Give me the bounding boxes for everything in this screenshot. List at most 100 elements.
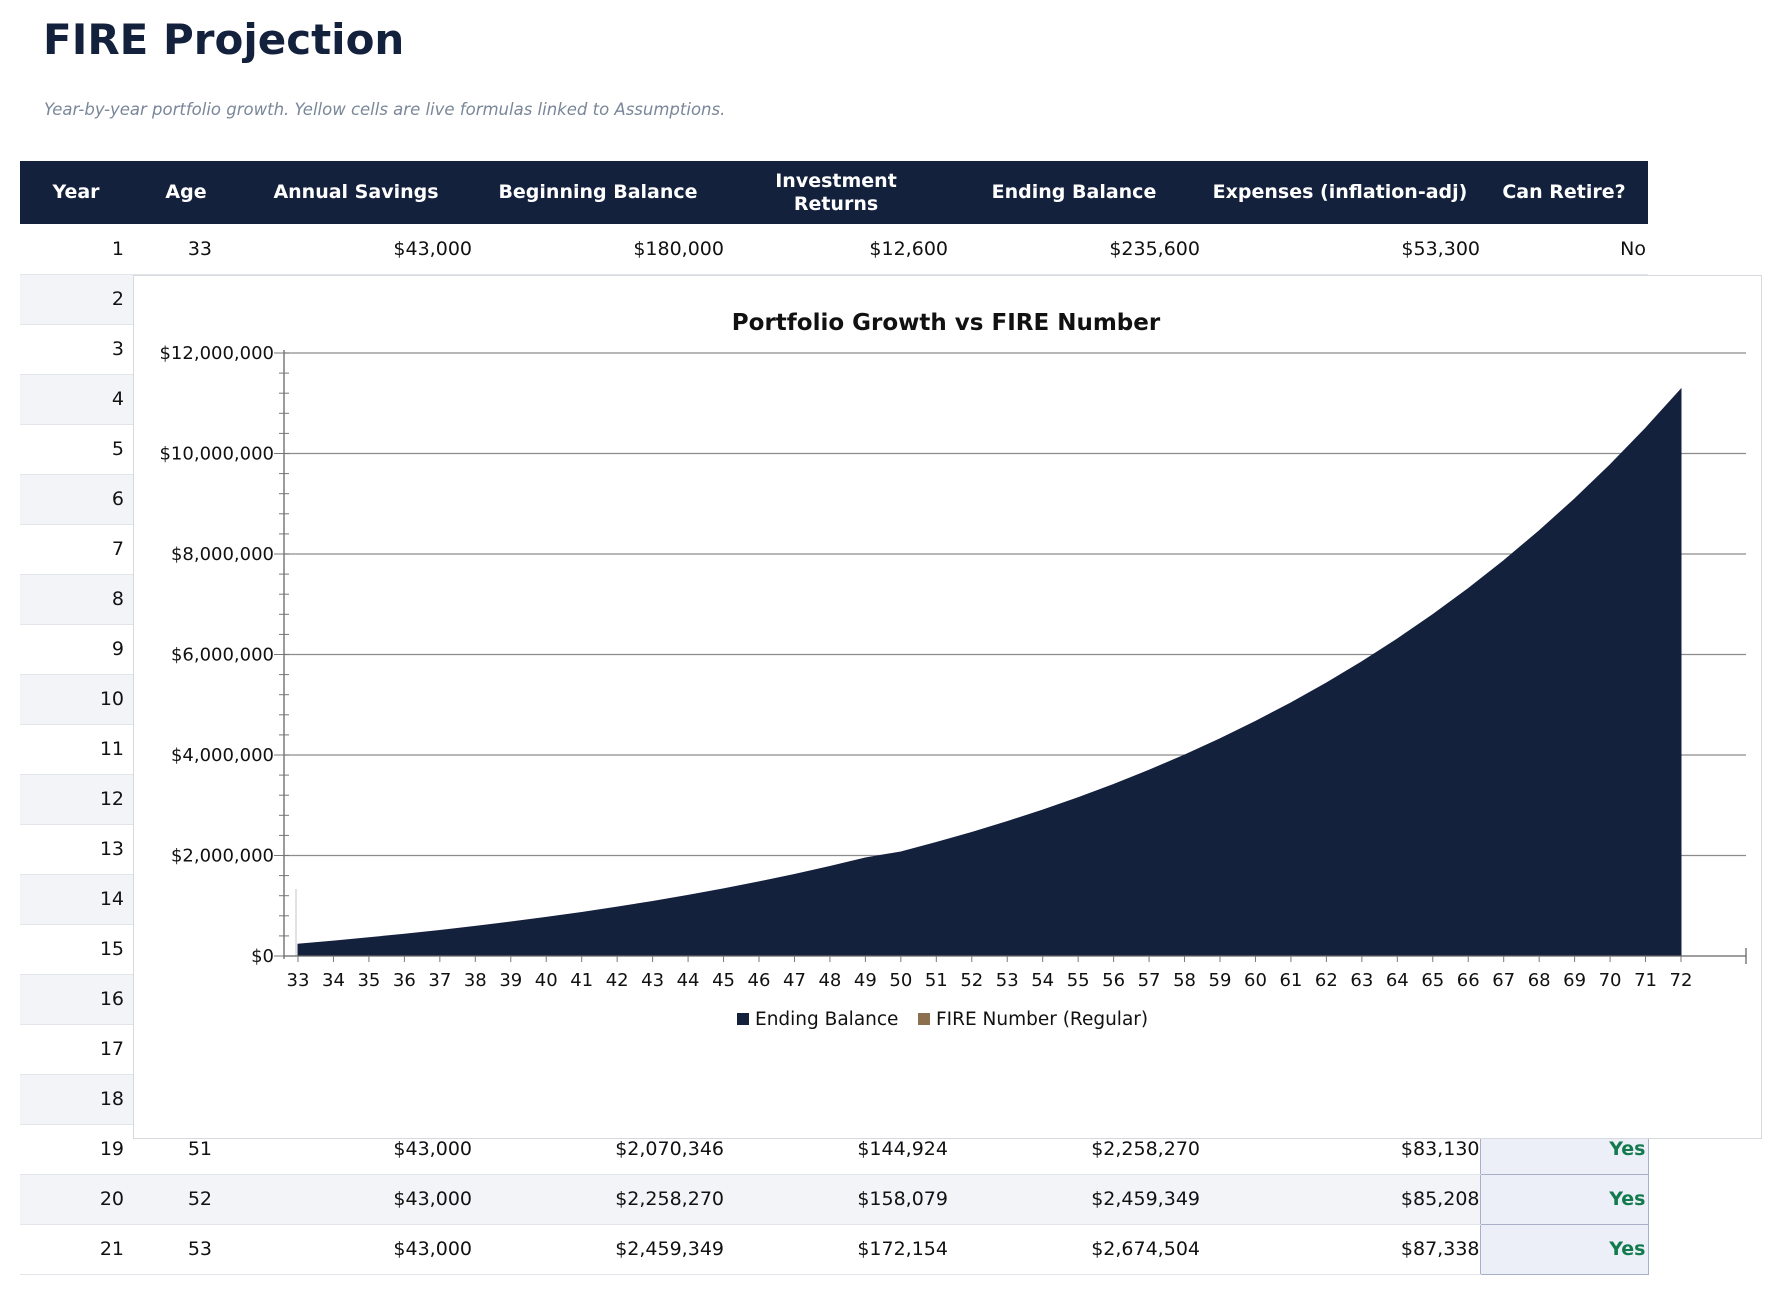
x-tick-label: 57 [1138,970,1161,991]
cell-age[interactable]: 33 [132,224,240,275]
x-tick-label: 44 [677,970,700,991]
table-row: 21 53 $43,000 $2,459,349 $172,154 $2,674,504 $… [20,1224,1649,1275]
cell-investment-returns[interactable]: $158,079 [724,1174,948,1225]
cell-expenses[interactable]: $87,338 [1200,1224,1480,1275]
cell-annual-savings[interactable]: $43,000 [240,1174,472,1225]
header-age[interactable]: Age [132,161,240,224]
cell-ending-balance[interactable]: $2,459,349 [948,1174,1200,1225]
cell-beginning-balance[interactable]: $2,459,349 [472,1224,724,1275]
cell-year[interactable]: 12 [20,774,132,825]
cell-can-retire[interactable]: No [1480,224,1648,275]
cell-year[interactable]: 6 [20,474,132,525]
cell-ending-balance[interactable]: $2,674,504 [948,1224,1200,1275]
cell-can-retire[interactable]: Yes [1479,1174,1649,1225]
x-tick-label: 35 [357,970,380,991]
y-tick-label: $10,000,000 [159,444,274,465]
chart-axes: $0 $2,000,000 $4,000,000 $6,000,000 $8,000,0… [159,343,1747,991]
x-tick-label: 69 [1563,970,1586,991]
cell-year[interactable]: 16 [20,974,132,1025]
y-tick-label: $12,000,000 [159,343,274,364]
x-tick-label: 53 [996,970,1019,991]
x-tick-label: 72 [1670,970,1693,991]
x-tick-label: 47 [783,970,806,991]
cell-year[interactable]: 20 [20,1174,132,1225]
x-tick-label: 56 [1102,970,1125,991]
cell-year[interactable]: 4 [20,374,132,425]
x-tick-label: 62 [1315,970,1338,991]
header-can-retire[interactable]: Can Retire? [1480,161,1648,224]
y-tick-label: $4,000,000 [171,745,274,766]
y-tick-label: $2,000,000 [171,846,274,867]
x-tick-label: 48 [818,970,841,991]
table-header-row: Year Age Annual Savings Beginning Balanc… [20,161,1648,224]
header-investment-returns[interactable]: Investment Returns [724,161,948,224]
x-tick-label: 42 [606,970,629,991]
cell-investment-returns[interactable]: $12,600 [724,224,948,275]
cell-year[interactable]: 9 [20,624,132,675]
cell-year[interactable]: 5 [20,424,132,475]
cell-year[interactable]: 18 [20,1074,132,1125]
x-tick-label: 68 [1528,970,1551,991]
chart-area-layer [295,387,1682,957]
x-tick-label: 33 [287,970,310,991]
cell-year[interactable]: 21 [20,1224,132,1275]
x-tick-label: 70 [1599,970,1622,991]
cell-expenses[interactable]: $53,300 [1200,224,1480,275]
x-tick-label: 59 [1209,970,1232,991]
x-tick-label: 49 [854,970,877,991]
x-tick-label: 37 [428,970,451,991]
cell-annual-savings[interactable]: $43,000 [240,224,472,275]
y-tick-label: $6,000,000 [171,645,274,666]
x-tick-label: 34 [322,970,345,991]
chart-panel[interactable]: Portfolio Growth vs FIRE Number $0 $2,000… [133,275,1762,1139]
page-subtitle: Year-by-year portfolio growth. Yellow ce… [44,100,726,119]
cell-beginning-balance[interactable]: $2,258,270 [472,1174,724,1225]
x-tick-label: 50 [889,970,912,991]
header-annual-savings[interactable]: Annual Savings [240,161,472,224]
cell-year[interactable]: 19 [20,1124,132,1175]
cell-investment-returns[interactable]: $172,154 [724,1224,948,1275]
x-tick-label: 51 [925,970,948,991]
cell-year[interactable]: 2 [20,274,132,325]
legend-label-fire-number: FIRE Number (Regular) [936,1009,1148,1030]
x-tick-label: 52 [960,970,983,991]
y-tick-label: $8,000,000 [171,544,274,565]
cell-year[interactable]: 11 [20,724,132,775]
x-tick-label: 36 [393,970,416,991]
x-tick-label: 67 [1492,970,1515,991]
cell-beginning-balance[interactable]: $180,000 [472,224,724,275]
x-tick-label: 65 [1421,970,1444,991]
cell-year[interactable]: 8 [20,574,132,625]
cell-year[interactable]: 17 [20,1024,132,1075]
x-tick-label: 61 [1279,970,1302,991]
cell-expenses[interactable]: $85,208 [1200,1174,1480,1225]
cell-can-retire[interactable]: Yes [1479,1224,1649,1275]
x-tick-label: 54 [1031,970,1054,991]
cell-year[interactable]: 7 [20,524,132,575]
legend-swatch-ending-balance [737,1013,749,1025]
cell-year[interactable]: 3 [20,324,132,375]
y-tick-label: $0 [251,946,274,967]
x-tick-label: 71 [1634,970,1657,991]
cell-year[interactable]: 10 [20,674,132,725]
x-tick-label: 43 [641,970,664,991]
table-row: 1 33 $43,000 $180,000 $12,600 $235,600 $53,300… [20,224,1648,275]
header-ending-balance[interactable]: Ending Balance [948,161,1200,224]
ending-balance-area [297,387,1682,957]
x-tick-label: 66 [1457,970,1480,991]
cell-age[interactable]: 53 [132,1224,240,1275]
header-year[interactable]: Year [20,161,132,224]
legend-label-ending-balance: Ending Balance [755,1009,898,1030]
x-tick-label: 55 [1067,970,1090,991]
cell-year[interactable]: 14 [20,874,132,925]
cell-annual-savings[interactable]: $43,000 [240,1224,472,1275]
chart-title: Portfolio Growth vs FIRE Number [732,310,1161,336]
cell-age[interactable]: 52 [132,1174,240,1225]
cell-ending-balance[interactable]: $235,600 [948,224,1200,275]
cell-year[interactable]: 15 [20,924,132,975]
portfolio-chart: Portfolio Growth vs FIRE Number $0 $2,000… [159,310,1747,1030]
cell-year[interactable]: 1 [20,224,132,275]
cell-year[interactable]: 13 [20,824,132,875]
header-beginning-balance[interactable]: Beginning Balance [472,161,724,224]
header-expenses[interactable]: Expenses (inflation-adj) [1200,161,1480,224]
